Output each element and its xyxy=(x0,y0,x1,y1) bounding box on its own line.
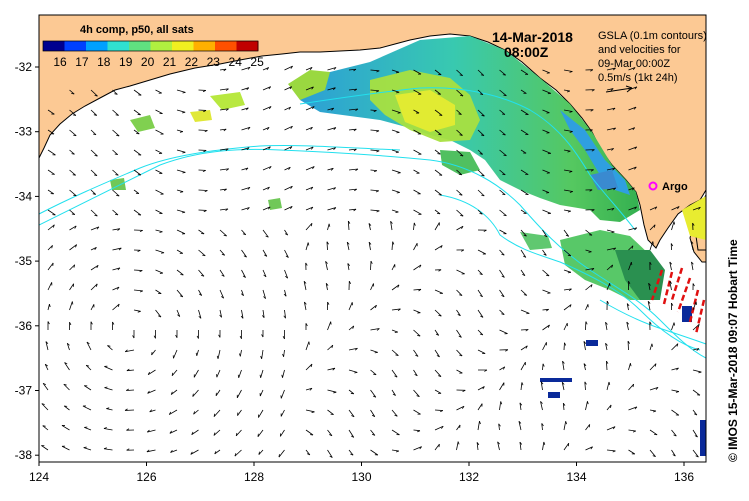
colorbar-swatch xyxy=(43,41,65,51)
colorbar-label: 21 xyxy=(163,55,177,69)
map-date: 14-Mar-2018 xyxy=(492,29,573,45)
colorbar-swatch xyxy=(86,41,108,51)
colorbar-swatch xyxy=(215,41,237,51)
y-tick-label: -33 xyxy=(15,125,33,139)
colorbar-swatch xyxy=(151,41,173,51)
x-tick-label: 126 xyxy=(136,470,156,484)
legend-line-4: 0.5m/s (1kt 24h) xyxy=(598,72,677,84)
y-tick-label: -34 xyxy=(15,189,33,203)
colorbar-swatch xyxy=(129,41,151,51)
x-tick-label: 134 xyxy=(566,470,586,484)
colorbar-label: 20 xyxy=(141,55,155,69)
argo-label: Argo xyxy=(662,181,688,193)
legend-line-3: 09-Mar 00:00Z xyxy=(598,58,670,70)
y-tick-label: -35 xyxy=(15,254,33,268)
credit-text: © IMOS 15-Mar-2018 09:07 Hobart Time xyxy=(726,239,740,462)
legend-line-1: GSLA (0.1m contours) xyxy=(598,30,707,42)
colorbar-label: 18 xyxy=(97,55,111,69)
colorbar-label: 16 xyxy=(53,55,67,69)
colorbar-label: 19 xyxy=(119,55,133,69)
x-tick-label: 128 xyxy=(244,470,264,484)
colorbar-swatch xyxy=(237,41,259,51)
x-tick-label: 124 xyxy=(29,470,49,484)
y-tick-label: -32 xyxy=(15,60,33,74)
colorbar-label: 22 xyxy=(185,55,199,69)
y-tick-label: -36 xyxy=(15,319,33,333)
x-tick-label: 132 xyxy=(459,470,479,484)
legend-line-2: and velocities for xyxy=(598,44,681,56)
y-axis: -32 -33 -34 -35 -36 -37 -38 xyxy=(15,60,39,462)
colorbar-swatch xyxy=(65,41,87,51)
colorbar-swatch xyxy=(194,41,216,51)
colorbar-label: 23 xyxy=(207,55,221,69)
colorbar-swatch xyxy=(108,41,130,51)
x-tick-label: 136 xyxy=(674,470,694,484)
y-tick-label: -38 xyxy=(15,448,33,462)
x-tick-label: 130 xyxy=(351,470,371,484)
colorbar-label: 24 xyxy=(229,55,243,69)
colorbar-label: 17 xyxy=(75,55,89,69)
y-tick-label: -37 xyxy=(15,384,33,398)
colorbar-label: 25 xyxy=(250,55,264,69)
colorbar-swatch xyxy=(172,41,194,51)
colorbar-title: 4h comp, p50, all sats xyxy=(80,24,194,36)
x-axis: 124 126 128 130 132 134 136 xyxy=(29,462,694,484)
map-time: 08:00Z xyxy=(504,44,549,60)
